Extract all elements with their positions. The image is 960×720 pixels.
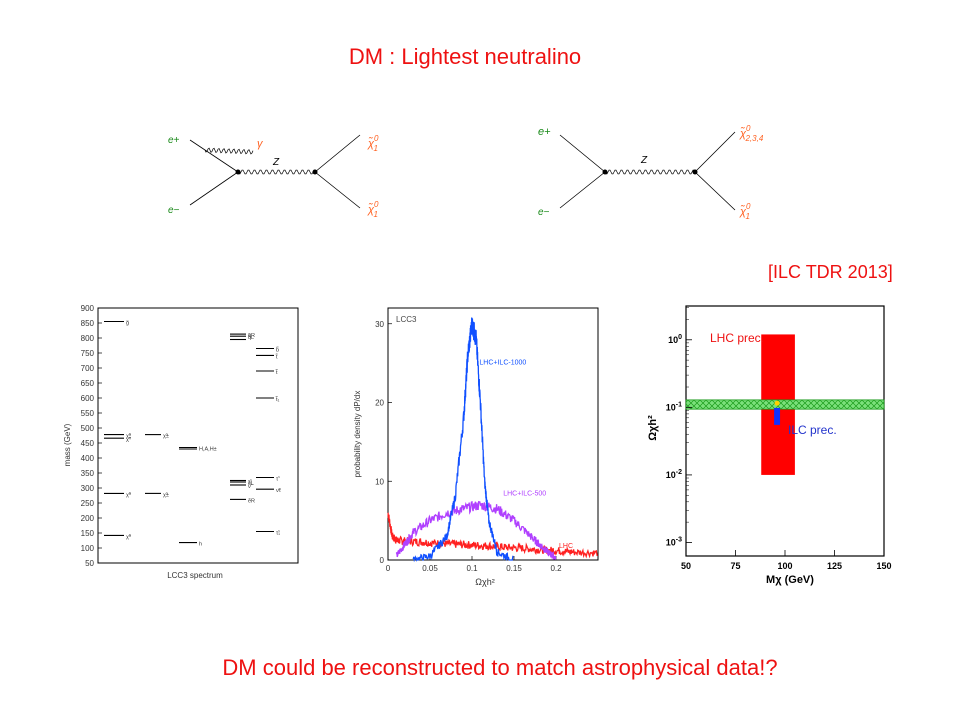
density-series-line [412, 317, 514, 563]
label-neutralino-1: χ̃0 1 [739, 202, 751, 221]
spectrum-level-label: χ̃± [163, 434, 169, 440]
spectrum-level-label: ν̃τ [276, 488, 282, 494]
spectrum-ylabel: mass (GeV) [63, 423, 72, 466]
density-series-label: LHC+ILC-500 [503, 490, 546, 497]
density-series-line [395, 500, 557, 560]
spectrum-level-label: t̃ [275, 354, 278, 361]
density-ytick-label: 10 [375, 477, 384, 486]
spectrum-ytick-label: 200 [81, 514, 95, 523]
density-xtick-label: 0.05 [422, 564, 438, 573]
spectrum-level-label: t̃₁ [275, 396, 280, 403]
label-neutralino-bottom: χ̃0 1 [367, 200, 379, 219]
density-panel-label: LCC3 [396, 315, 417, 324]
spectrum-level-label: τ̃ [276, 477, 280, 483]
relic-ytick-label: 10-2 [666, 469, 682, 480]
relic-xlabel: Mχ (GeV) [766, 574, 814, 586]
feynman-diagram-1: e+ e− γ Z χ̃0 1 χ̃0 1 [168, 134, 379, 219]
relic-xtick-label: 150 [876, 561, 891, 571]
lhc-prec-annotation: LHC prec. [710, 331, 764, 345]
relic-xtick-label: 125 [827, 561, 842, 571]
relic-ytick-label: 10-3 [666, 536, 682, 547]
density-xtick-label: 0.1 [466, 564, 478, 573]
label-z: Z [272, 157, 280, 168]
spectrum-ytick-label: 850 [81, 319, 95, 328]
relic-ytick-label: 10-1 [666, 401, 682, 412]
relic-xtick-label: 75 [730, 561, 740, 571]
spectrum-level-label: ẽL [248, 481, 254, 487]
spectrum-ytick-label: 250 [81, 499, 95, 508]
density-ytick-label: 20 [375, 399, 384, 408]
label-e-minus: e− [168, 205, 180, 216]
wmap-band-region [685, 399, 885, 410]
ilc-precision-region [774, 407, 781, 425]
spectrum-ytick-label: 700 [81, 364, 95, 373]
spectrum-level-label: H,A,H± [199, 447, 217, 453]
density-series-label: LHC [559, 543, 573, 550]
relic-xtick-label: 50 [681, 561, 691, 571]
label-e-plus: e+ [168, 135, 180, 146]
spectrum-ytick-label: 300 [81, 484, 95, 493]
spectrum-level-label: ẽR [248, 498, 255, 504]
spectrum-ytick-label: 750 [81, 349, 95, 358]
spectrum-level-label: χ̃± [163, 492, 169, 498]
relic-density-chart: 50 75 100 125 150 100 10-1 10-2 10-3 LHC prec. I… [647, 305, 892, 586]
relic-ylabel: Ωχh² [647, 415, 659, 441]
relic-xtick-label: 100 [777, 561, 792, 571]
probability-density-chart: 0 0.05 0.1 0.15 0.2 0 10 20 30 LCC3 LHC LHC+ILC-5… [353, 307, 599, 587]
spectrum-ytick-label: 550 [81, 409, 95, 418]
spectrum-title: LCC3 spectrum [167, 571, 223, 580]
density-ylabel: probability density dP/dx [353, 391, 362, 478]
best-fit-point [774, 400, 780, 406]
spectrum-level-label: χ̃⁰ [126, 533, 132, 540]
spectrum-ytick-label: 800 [81, 334, 95, 343]
spectrum-ytick-label: 400 [81, 454, 95, 463]
density-series-label: LHC+ILC-1000 [479, 360, 526, 367]
spectrum-level-label: h [199, 542, 202, 548]
spectrum-level-label: χ̃⁰ [126, 491, 132, 498]
spectrum-level-label: τ̃ [248, 480, 252, 486]
spectrum-ytick-label: 100 [81, 544, 95, 553]
spectrum-ytick-label: 50 [85, 559, 94, 568]
spectrum-level-label: τ̃₁ [276, 531, 280, 537]
density-xlabel: Ωχh² [475, 577, 494, 587]
spectrum-ytick-label: 350 [81, 469, 95, 478]
spectrum-level-label: ν̃ [248, 484, 253, 490]
spectrum-ytick-label: 650 [81, 379, 95, 388]
spectrum-level-label: χ̃⁰ [126, 436, 132, 443]
spectrum-level-label: t̃ [275, 369, 278, 376]
relic-ytick-label: 100 [668, 334, 682, 345]
slide-title: DM : Lightest neutralino [348, 44, 582, 69]
ilc-prec-annotation: ILC prec. [788, 423, 837, 437]
reference-citation: [ILC TDR 2013] [768, 262, 893, 282]
label-photon: γ [257, 138, 264, 150]
density-ytick-label: 0 [380, 556, 385, 565]
density-xtick-label: 0 [386, 564, 391, 573]
lcc3-spectrum-chart: 50 100 150 200 250 300 350 400 450 500 550 600 650 70… [63, 304, 299, 580]
label-e-minus-2: e− [538, 207, 550, 218]
spectrum-ytick-label: 450 [81, 439, 95, 448]
density-ytick-label: 30 [375, 320, 384, 329]
spectrum-level-label: q̃R [247, 333, 255, 339]
label-neutralino-top: χ̃0 1 [367, 134, 379, 153]
label-z-2: Z [640, 155, 648, 166]
spectrum-ytick-label: 500 [81, 424, 95, 433]
spectrum-level-label: b̃ [276, 347, 279, 354]
label-e-plus-2: e+ [538, 126, 551, 138]
spectrum-level-label: χ̃⁰ [126, 433, 132, 440]
density-xtick-label: 0.15 [506, 564, 522, 573]
spectrum-level-label: q̃L [247, 335, 254, 341]
slide-footer: DM could be reconstructed to match astro… [222, 655, 778, 680]
label-neutralino-234: χ̃0 2,3,4 [739, 124, 764, 143]
spectrum-ytick-label: 900 [81, 304, 95, 313]
spectrum-ytick-label: 600 [81, 394, 95, 403]
density-xtick-label: 0.2 [550, 564, 562, 573]
spectrum-level-label: g̃ [125, 321, 129, 327]
feynman-diagram-2: e+ e− Z χ̃0 2,3,4 χ̃0 1 [538, 124, 764, 221]
spectrum-ytick-label: 150 [81, 529, 95, 538]
